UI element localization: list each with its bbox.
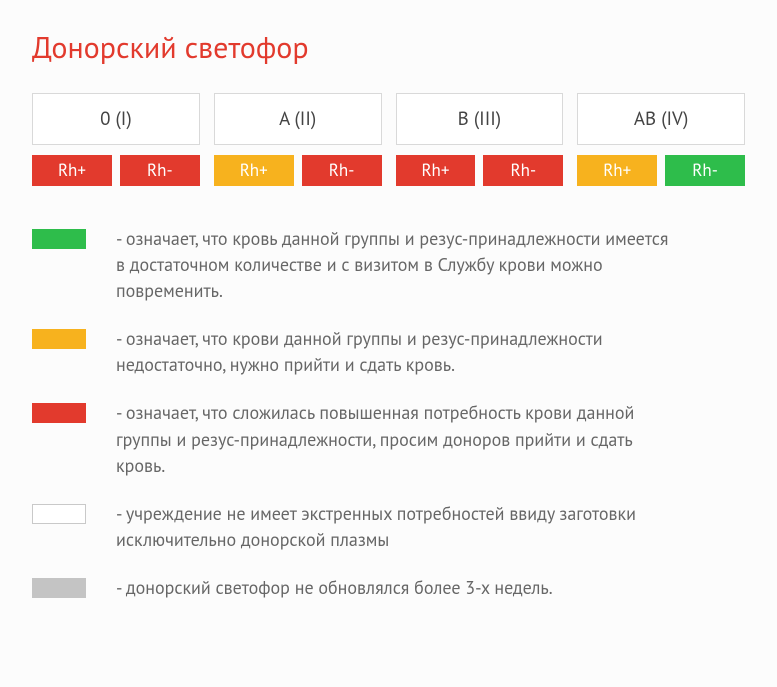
legend-item-white: - учреждение не имеет экстренных потребн… <box>32 501 745 553</box>
group-label: 0 (I) <box>32 93 200 145</box>
rh-positive-badge: Rh+ <box>396 155 476 186</box>
legend-text: - означает, что сложилась повышенная пот… <box>116 400 676 478</box>
rh-positive-badge: Rh+ <box>32 155 112 186</box>
legend-swatch <box>32 329 86 349</box>
legend-text: - учреждение не имеет экстренных потребн… <box>116 501 676 553</box>
legend-item-grey: - донорский светофор не обновлялся более… <box>32 575 745 601</box>
rh-negative-badge: Rh- <box>302 155 382 186</box>
legend-swatch <box>32 578 86 598</box>
blood-group-b: B (III) Rh+ Rh- <box>396 93 564 186</box>
group-label: A (II) <box>214 93 382 145</box>
page-title: Донорский светофор <box>32 28 745 67</box>
rh-positive-badge: Rh+ <box>577 155 657 186</box>
rh-negative-badge: Rh- <box>665 155 745 186</box>
rh-row: Rh+ Rh- <box>32 155 200 186</box>
rh-row: Rh+ Rh- <box>214 155 382 186</box>
rh-negative-badge: Rh- <box>483 155 563 186</box>
rh-positive-badge: Rh+ <box>214 155 294 186</box>
legend-item-green: - означает, что кровь данной группы и ре… <box>32 226 745 304</box>
blood-group-ab: AB (IV) Rh+ Rh- <box>577 93 745 186</box>
legend: - означает, что кровь данной группы и ре… <box>32 226 745 601</box>
rh-row: Rh+ Rh- <box>396 155 564 186</box>
legend-text: - донорский светофор не обновлялся более… <box>116 575 553 601</box>
group-label: B (III) <box>396 93 564 145</box>
legend-swatch <box>32 504 86 524</box>
group-label: AB (IV) <box>577 93 745 145</box>
blood-groups-row: 0 (I) Rh+ Rh- A (II) Rh+ Rh- B (III) Rh+… <box>32 93 745 186</box>
rh-row: Rh+ Rh- <box>577 155 745 186</box>
blood-group-a: A (II) Rh+ Rh- <box>214 93 382 186</box>
legend-text: - означает, что кровь данной группы и ре… <box>116 226 676 304</box>
legend-item-orange: - означает, что крови данной группы и ре… <box>32 326 745 378</box>
legend-swatch <box>32 229 86 249</box>
legend-text: - означает, что крови данной группы и ре… <box>116 326 676 378</box>
rh-negative-badge: Rh- <box>120 155 200 186</box>
legend-swatch <box>32 403 86 423</box>
blood-group-0: 0 (I) Rh+ Rh- <box>32 93 200 186</box>
legend-item-red: - означает, что сложилась повышенная пот… <box>32 400 745 478</box>
